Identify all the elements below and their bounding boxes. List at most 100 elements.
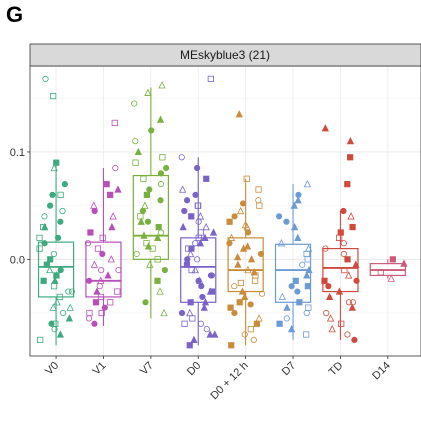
data-point [226,240,233,247]
x-tick-label: D0 [185,360,203,378]
data-point [234,260,242,268]
data-point [140,175,147,182]
data-point [244,265,252,274]
data-point [47,256,54,263]
data-point [340,207,347,215]
data-point [197,320,204,327]
data-point [234,252,242,261]
data-point [190,335,198,343]
data-point [325,292,334,301]
data-point [43,261,50,268]
data-point [257,250,265,258]
data-point [250,336,257,343]
data-point [160,308,168,317]
data-point [344,331,351,338]
box-d7 [274,184,312,340]
data-point [294,233,302,241]
data-point [53,298,61,306]
box-body [37,241,75,298]
data-point [181,207,188,215]
data-point [143,191,150,198]
data-point [146,260,154,268]
data-point [183,197,191,204]
data-point [321,124,330,132]
data-point [239,200,247,207]
data-point [283,315,290,322]
data-point [86,277,93,284]
data-point [283,303,291,311]
data-point [57,266,64,274]
data-point [195,234,202,241]
data-point [196,212,205,220]
data-point [97,293,105,301]
data-point [184,256,191,263]
data-point [292,277,299,284]
data-point [209,228,218,236]
data-point [335,287,344,295]
points-d0-12-h [226,110,266,349]
data-point [59,207,66,215]
data-point [256,202,263,209]
data-point [188,266,195,274]
data-point [98,266,105,274]
data-point [132,138,139,145]
data-point [178,309,186,317]
data-point [158,81,166,89]
data-point [296,299,303,306]
data-point [283,218,290,225]
data-point [258,290,266,297]
box-body [180,237,217,303]
data-point [349,299,357,306]
data-point [187,299,194,306]
data-point [340,250,347,258]
data-point [247,255,256,263]
data-point [154,277,161,284]
data-point [352,260,360,268]
data-point [68,288,76,295]
data-point [181,320,188,327]
data-point [294,196,302,204]
data-point [50,163,58,172]
data-point [65,288,72,295]
data-point [206,330,214,338]
y-axis: 0.0 0.1 [10,147,30,266]
data-point [93,287,101,295]
data-point [353,277,360,284]
data-point [200,303,208,311]
data-point [348,303,356,311]
data-point [137,213,144,220]
data-point [47,202,54,209]
data-point [247,326,254,333]
data-point [59,309,67,317]
panel-letter: G [6,2,24,27]
data-point [140,231,148,239]
data-point [188,213,195,220]
data-point [192,240,199,247]
data-point [247,301,254,308]
data-point [142,299,149,306]
data-point [251,277,259,284]
data-point [36,245,43,252]
data-point [207,75,214,82]
data-point [139,207,146,215]
data-point [337,229,344,236]
data-point [243,242,252,250]
data-point [199,293,206,301]
data-point [50,283,58,290]
data-point [144,88,152,96]
points-d7 [276,179,313,338]
data-point [244,229,252,236]
y-tick-label: 0.1 [10,147,25,159]
x-tick-label: V0 [43,360,61,378]
box-body [132,174,169,260]
data-point [294,288,301,295]
data-point [99,234,106,241]
data-point [227,304,234,311]
data-point [227,233,236,241]
data-point [326,314,335,322]
data-point [91,320,98,327]
data-point [305,304,312,311]
data-point [201,233,209,241]
data-point [228,342,235,349]
data-point [132,159,139,166]
